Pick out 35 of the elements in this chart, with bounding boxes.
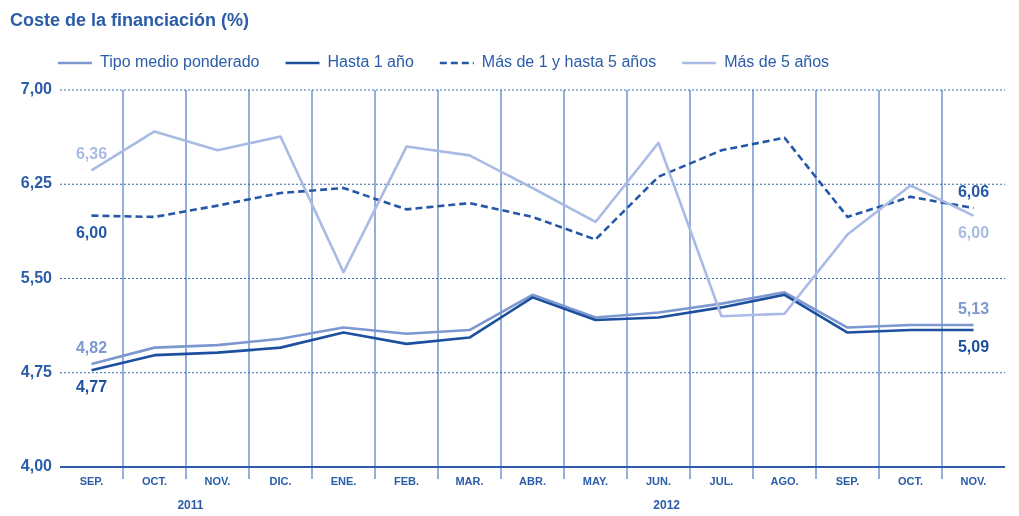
x-tick-label: OCT. bbox=[141, 475, 168, 487]
x-tick-label: OCT. bbox=[897, 475, 924, 487]
data-label: 6,36 bbox=[75, 145, 108, 163]
x-tick-label: NOV. bbox=[204, 475, 231, 487]
x-tick-label: FEB. bbox=[393, 475, 420, 487]
legend-label: Más de 1 y hasta 5 años bbox=[481, 53, 657, 71]
x-tick-label: MAY. bbox=[582, 475, 609, 487]
x-tick-label: ABR. bbox=[519, 475, 546, 487]
data-label: 5,09 bbox=[957, 338, 990, 356]
y-tick-label: 4,75 bbox=[20, 362, 53, 380]
data-label: 6,00 bbox=[75, 223, 108, 241]
x-tick-label: AGO. bbox=[770, 475, 799, 487]
data-label: 4,82 bbox=[75, 338, 108, 356]
data-label: 4,77 bbox=[75, 378, 108, 396]
chart-title: Coste de la financiación (%) bbox=[10, 10, 250, 30]
x-tick-label: MAR. bbox=[455, 475, 484, 487]
text: 2011 bbox=[177, 498, 204, 512]
legend-label: Tipo medio ponderado bbox=[100, 53, 260, 71]
legend-label: Más de 5 años bbox=[724, 53, 830, 71]
data-label: 6,06 bbox=[957, 183, 990, 201]
x-tick-label: SEP. bbox=[835, 475, 860, 487]
text: 2012 bbox=[653, 498, 681, 512]
y-tick-label: 4,00 bbox=[20, 457, 53, 475]
x-tick-label: JUN. bbox=[645, 475, 672, 487]
y-tick-label: 5,50 bbox=[20, 268, 53, 286]
x-tick-label: NOV. bbox=[960, 475, 987, 487]
x-tick-label: DIC. bbox=[269, 475, 292, 487]
legend-label: Hasta 1 año bbox=[327, 53, 414, 71]
x-tick-label: SEP. bbox=[79, 475, 104, 487]
y-tick-label: 7,00 bbox=[20, 80, 53, 98]
data-label: 6,00 bbox=[957, 223, 990, 241]
y-tick-label: 6,25 bbox=[20, 174, 53, 192]
data-label: 5,13 bbox=[957, 300, 990, 317]
x-tick-label: JUL. bbox=[709, 475, 734, 487]
x-tick-label: ENE. bbox=[330, 475, 357, 487]
